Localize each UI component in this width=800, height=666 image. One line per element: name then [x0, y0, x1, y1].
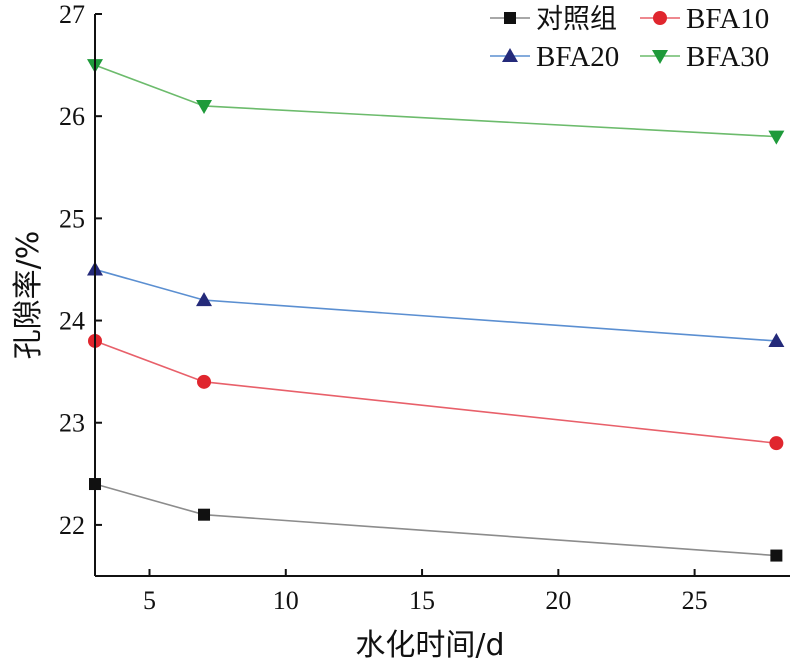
data-point [197, 374, 212, 389]
axes [94, 13, 790, 577]
x-tick-label: 10 [273, 586, 299, 615]
y-tick-label: 24 [59, 307, 85, 336]
x-tick-label: 20 [545, 586, 571, 615]
data-point [770, 549, 783, 562]
series-lines [94, 64, 777, 557]
legend-label: BFA20 [536, 41, 619, 73]
legend-marker [652, 50, 668, 64]
data-point [768, 130, 785, 145]
y-tick-label: 23 [59, 409, 85, 438]
y-tick-label: 26 [59, 102, 85, 131]
legend-marker [653, 11, 667, 25]
series-line-1 [94, 340, 777, 444]
data-point [198, 508, 211, 521]
legend-marker [502, 48, 518, 62]
y-tick-label: 22 [59, 511, 85, 540]
data-point [196, 292, 213, 307]
x-axis-label: 水化时间/d [355, 628, 504, 663]
legend-marker [504, 12, 516, 24]
x-tick-label: 5 [143, 586, 156, 615]
y-axis-label: 孔隙率/% [11, 231, 46, 360]
data-point [196, 99, 213, 114]
legend: 对照组 BFA10 BFA20 BFA30 [490, 3, 769, 73]
data-point [768, 332, 785, 347]
x-tick-label: 25 [682, 586, 708, 615]
x-tick-label: 15 [409, 586, 435, 615]
series-line-0 [94, 483, 777, 557]
legend-label: 对照组 [536, 4, 617, 35]
y-tick-label: 27 [59, 0, 85, 29]
tick-labels: 22 23 24 25 26 27 5 10 15 20 25 [59, 0, 708, 615]
legend-label: BFA30 [686, 41, 769, 73]
data-point [769, 436, 784, 451]
legend-label: BFA10 [686, 3, 769, 35]
series-markers [87, 59, 785, 562]
y-tick-label: 25 [59, 204, 85, 233]
